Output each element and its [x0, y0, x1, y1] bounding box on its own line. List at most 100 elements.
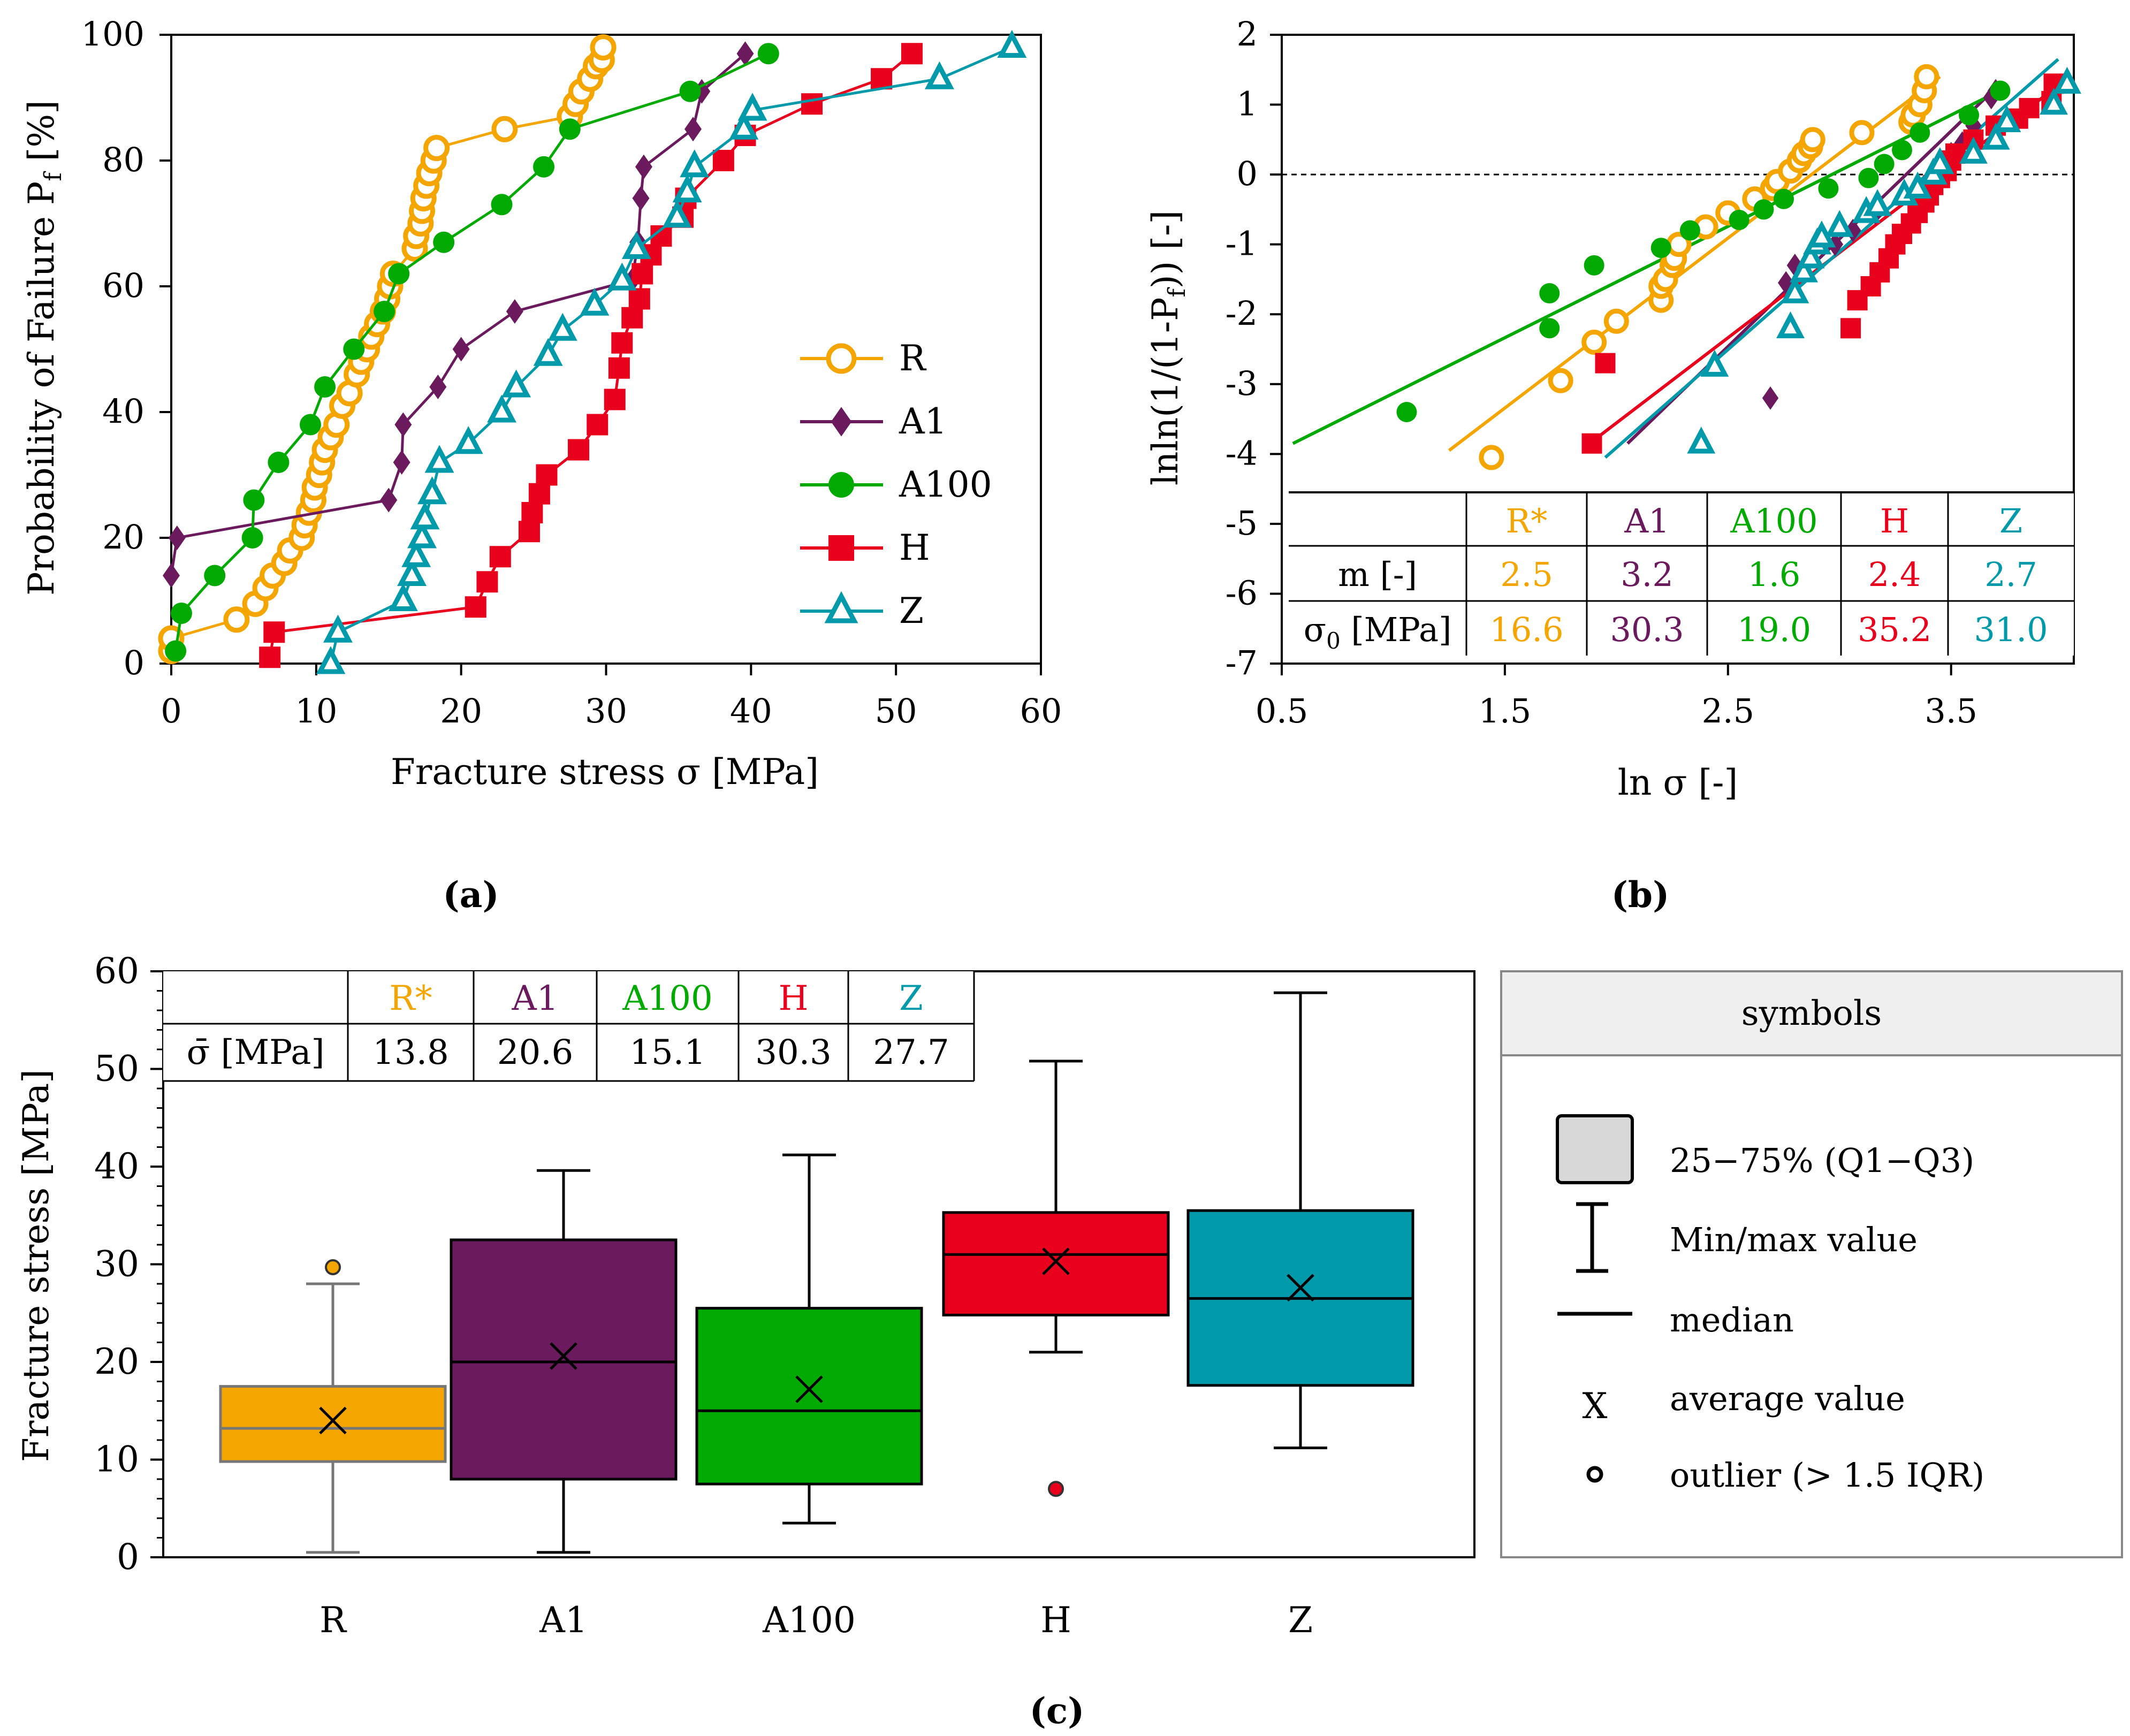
legend-marker-A100 — [828, 472, 854, 498]
y-tick-label-a-60: 60 — [102, 266, 144, 305]
average-x-icon: X — [1583, 1385, 1608, 1427]
x-tick-label-a-20: 20 — [440, 691, 482, 730]
x-tick-label-a-30: 30 — [585, 691, 627, 730]
table-b-header-R: R* — [1506, 501, 1548, 540]
y-tick-label-b-2: 2 — [1237, 14, 1258, 54]
data-point-a-A1-5 — [429, 375, 447, 399]
y-tick-label-b-1: 1 — [1237, 85, 1258, 124]
table-c-header-H: H — [779, 979, 809, 1018]
data-point-b-A100-6 — [1729, 209, 1749, 230]
data-point-a-A100-13 — [533, 156, 555, 178]
data-point-b-A1-0 — [1762, 386, 1779, 410]
legend-marker-R — [826, 343, 857, 374]
table-b-sigma0-A1: 30.3 — [1610, 610, 1684, 649]
data-point-a-A100-5 — [268, 452, 290, 473]
data-point-a-H-11 — [604, 389, 626, 410]
data-point-a-A1-1 — [168, 526, 186, 550]
data-point-a-A100-11 — [433, 231, 455, 253]
data-point-b-A100-7 — [1753, 199, 1774, 220]
weibull-parameter-table: R* A1 A100 H Zm [-] 2.5 3.2 1.6 2.4 2.7 σ0 [MPa] 16… — [1289, 491, 2074, 656]
x-axis-label-a: Fracture stress σ [MPa] — [391, 751, 819, 793]
table-c-mean-A1: 20.6 — [497, 1033, 574, 1072]
table-c-header-Z: Z — [899, 979, 923, 1018]
data-point-a-Z-11 — [501, 369, 531, 398]
data-point-a-Z-7 — [417, 476, 447, 505]
data-point-b-A100-3 — [1584, 255, 1604, 276]
y-axis-label-b-sub: f — [1163, 287, 1191, 297]
data-point-a-Z-6 — [410, 501, 440, 530]
data-point-a-H-6 — [521, 502, 543, 523]
data-point-a-A100-14 — [559, 118, 581, 140]
y-axis-label-a-unit: [%] — [21, 100, 62, 172]
data-point-a-Z-23 — [997, 29, 1027, 58]
data-point-a-H-5 — [518, 521, 540, 543]
panel-label-a: (a) — [443, 874, 499, 916]
table-c-mean-Z: 27.7 — [873, 1033, 949, 1072]
table-b-header-A100: A100 — [1730, 501, 1817, 540]
data-point-b-A100-4 — [1650, 238, 1671, 258]
panel-b-weibull-chart: 0.5 1.5 2.5 3.5 -7 -6 -5 -4 -3 -2 -1 0 1 2 R* A1 A100 H Z… — [1145, 14, 2081, 916]
table-c-header-A1: A1 — [512, 979, 559, 1018]
symbols-legend-frame — [1500, 970, 2123, 1558]
data-point-a-H-4 — [489, 546, 511, 568]
y-tick-label-c-60: 60 — [94, 950, 139, 992]
data-point-a-Z-14 — [580, 287, 610, 316]
data-point-a-A100-3 — [241, 527, 263, 549]
data-point-a-Z-19 — [680, 149, 710, 178]
symbols-item-minmax: Min/max value — [1670, 1220, 1918, 1259]
data-point-a-H-0 — [259, 646, 281, 668]
x-tick-label-c-A1: A1 — [539, 1600, 588, 1641]
iqr-box-A1 — [450, 1238, 678, 1481]
table-c-background — [163, 971, 974, 1081]
y-tick-label-b--5: -5 — [1226, 504, 1258, 543]
data-point-b-A100-14 — [1959, 105, 1980, 126]
y-tick-label-b--6: -6 — [1226, 573, 1258, 612]
panel-c-box-chart: 0 10 20 30 40 50 60 R A1 A100 H Z R* A1 A100 H Zσ̄ [MP… — [16, 950, 2123, 1732]
panel-label-c: (c) — [1030, 1690, 1085, 1732]
x-tick-label-c-R: R — [320, 1600, 347, 1641]
data-point-b-A100-9 — [1818, 178, 1839, 199]
data-point-a-A100-9 — [374, 301, 395, 322]
fit-line-b-Z — [1604, 58, 2059, 459]
table-c-header-A100: A100 — [622, 979, 712, 1018]
data-point-a-A1-2 — [380, 488, 398, 513]
data-point-a-Z-10 — [487, 394, 516, 423]
axis-ticks-b: 0.5 1.5 2.5 3.5 -7 -6 -5 -4 -3 -2 -1 0 1 2 — [1226, 14, 1977, 730]
fit-line-b-A100 — [1292, 86, 2008, 445]
plot-frame-b — [1281, 34, 2075, 665]
data-point-a-A100-8 — [343, 338, 365, 360]
y-tick-label-b--2: -2 — [1226, 294, 1258, 333]
y-tick-label-a-20: 20 — [102, 517, 144, 557]
table-b-header-H: H — [1880, 501, 1909, 540]
data-point-a-Z-18 — [672, 174, 702, 203]
y-tick-label-c-30: 30 — [94, 1244, 139, 1285]
x-tick-label-a-40: 40 — [730, 691, 772, 730]
data-point-b-Z-15 — [1959, 136, 1988, 164]
axis-ticks-c: 0 10 20 30 40 50 60 — [94, 950, 163, 1578]
quartile-box-swatch — [1556, 1114, 1634, 1184]
table-b-sigma0-Z: 31.0 — [1974, 610, 2048, 649]
data-point-b-H-0 — [1581, 433, 1602, 454]
data-point-a-A100-2 — [204, 565, 226, 587]
data-point-a-R-38 — [491, 116, 518, 142]
data-point-a-Z-3 — [397, 558, 427, 586]
data-point-a-Z-16 — [621, 231, 651, 259]
min-max-whisker-icon — [1576, 1202, 1608, 1273]
data-point-b-H-1 — [1595, 353, 1616, 374]
data-point-a-Z-20 — [729, 111, 759, 140]
data-point-a-A1-11 — [635, 154, 652, 179]
data-point-b-R-0 — [1479, 445, 1504, 470]
data-point-b-A100-15 — [1990, 80, 2011, 101]
legend-label-Z: Z — [899, 590, 924, 631]
data-point-b-Z-18 — [2040, 88, 2068, 115]
data-point-a-H-16 — [632, 263, 653, 285]
data-point-b-A100-8 — [1774, 188, 1794, 209]
data-point-a-R-45 — [590, 34, 617, 60]
data-point-b-Z-8 — [1825, 210, 1854, 237]
y-axis-label-b-tail: )) [-] — [1145, 210, 1186, 288]
x-tick-label-b-1: 1.5 — [1479, 691, 1532, 730]
data-point-a-A1-0 — [163, 563, 180, 588]
mean-x-b-R — [319, 1406, 347, 1435]
table-b-sigma0-R: 16.6 — [1489, 610, 1563, 649]
y-tick-label-c-20: 20 — [94, 1341, 139, 1382]
